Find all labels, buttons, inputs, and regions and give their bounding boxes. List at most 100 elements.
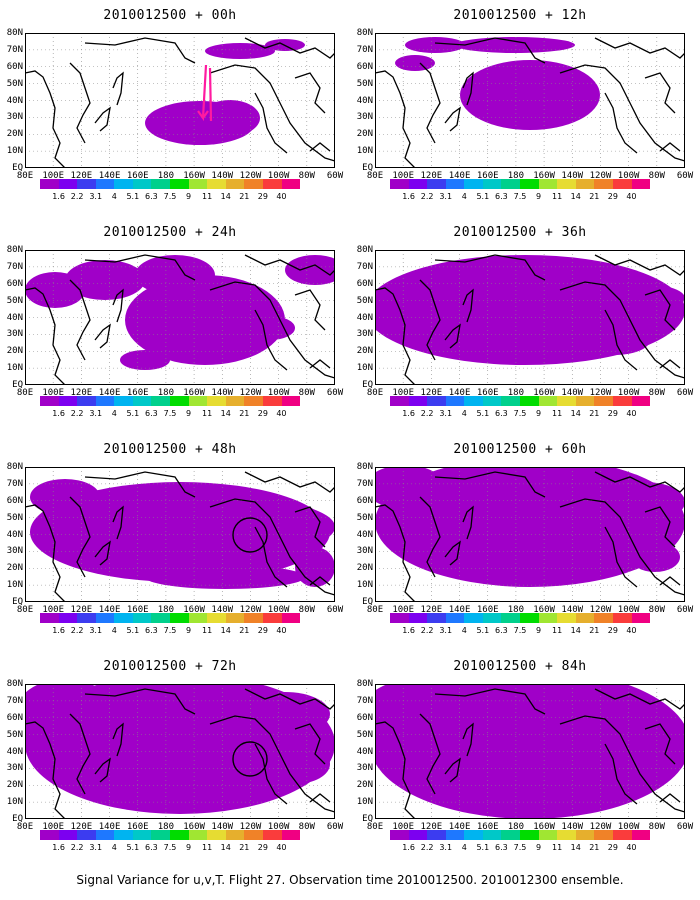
lon-label: 140W	[211, 822, 234, 832]
lat-label: 70N	[6, 44, 23, 55]
lon-label: 140E	[98, 605, 121, 615]
colorbar-swatch	[95, 613, 115, 623]
lon-label: 80E	[16, 388, 34, 398]
colorbar-swatch	[557, 179, 576, 189]
lon-label: 80W	[648, 822, 665, 832]
lon-label: 100W	[267, 388, 290, 398]
coastline	[444, 323, 461, 349]
colorbar-tick-label: 3.1	[89, 626, 103, 635]
colorbar-swatch	[612, 396, 632, 406]
colorbar-swatch	[188, 613, 208, 623]
flight-track	[197, 64, 213, 122]
colorbar	[40, 613, 301, 623]
lon-label: 140W	[211, 605, 234, 615]
lon-label: 80E	[366, 388, 384, 398]
coastline	[25, 504, 66, 602]
colorbar-swatch	[612, 179, 632, 189]
colorbar-tick-label: 6.3	[495, 626, 508, 635]
colorbar-swatch	[390, 179, 409, 189]
lon-label: 120W	[589, 171, 612, 181]
coastline	[244, 688, 335, 710]
lat-label: 60N	[356, 495, 373, 506]
lat-label: 70N	[356, 478, 373, 489]
colorbar-tick-label: 29	[607, 626, 618, 635]
variance-contour	[135, 255, 215, 295]
lon-label: 160W	[533, 388, 555, 398]
colorbar-tick-label: 11	[552, 409, 563, 418]
lon-label: 80E	[366, 605, 384, 615]
colorbar-swatch	[538, 179, 558, 189]
lon-label: 180	[507, 388, 525, 398]
lat-label: EQ	[362, 163, 373, 173]
lon-label: 180	[157, 388, 175, 398]
colorbar-swatch	[408, 830, 428, 840]
lon-label: 120E	[70, 388, 93, 398]
variance-contour	[65, 260, 145, 300]
colorbar-tick-label: 3.1	[439, 192, 453, 201]
lat-label: 10N	[6, 580, 23, 591]
colorbar-swatch	[594, 613, 613, 623]
colorbar-swatch	[445, 179, 465, 189]
lat-label: 40N	[356, 746, 373, 757]
colorbar-tick-label: 40	[276, 626, 287, 635]
map-frame: 80N 70N 60N 50N 40N 30N 20N 10N EQ	[357, 680, 685, 824]
colorbar-swatch	[612, 613, 632, 623]
map-panel: 2010012500 + 72h 80N 70N 60N 50N 40N 30N 20N 10N…	[5, 659, 343, 874]
coastline	[94, 106, 111, 132]
coastline	[594, 254, 685, 276]
colorbar-swatch	[538, 613, 558, 623]
coastline	[434, 37, 546, 64]
lat-label: EQ	[12, 163, 23, 173]
colorbar-tick-label: 7.5	[163, 409, 177, 418]
colorbar-swatch	[631, 830, 651, 840]
colorbar-tick-label: 11	[202, 192, 213, 201]
colorbar-tick-label: 3.1	[89, 192, 103, 201]
colorbar-tick-label: 14	[220, 192, 231, 201]
colorbar-swatch	[40, 179, 59, 189]
lon-label: 160W	[183, 605, 205, 615]
colorbar-swatch	[40, 396, 59, 406]
colorbar-tick-label: 3.1	[439, 409, 453, 418]
colorbar-swatch	[114, 179, 133, 189]
colorbar-tick-label: 3.1	[439, 626, 453, 635]
colorbar-tick-label: 1.6	[52, 409, 65, 418]
coastline	[294, 72, 326, 114]
lat-label: 10N	[6, 797, 23, 808]
colorbar-swatch	[427, 613, 446, 623]
lon-label: 120W	[589, 388, 612, 398]
colorbar-tick-label: 9	[536, 626, 542, 635]
coastline	[84, 254, 196, 281]
colorbar-tick-label: 6.3	[145, 409, 158, 418]
variance-contour	[395, 305, 475, 335]
colorbar-tick-label: 6.3	[495, 843, 508, 852]
colorbar-swatch	[262, 830, 282, 840]
map-frame: 80N 70N 60N 50N 40N 30N 20N 10N EQ	[7, 246, 335, 390]
variance-contour	[105, 764, 165, 794]
lon-label: 120E	[420, 388, 443, 398]
colorbar-tick-label: 3.1	[439, 843, 453, 852]
lat-label: 50N	[6, 512, 23, 523]
colorbar-tick-label: 29	[257, 192, 268, 201]
coastline	[309, 359, 331, 369]
lon-label: 120W	[589, 822, 612, 832]
contour-map	[375, 250, 685, 385]
colorbar-tick-label: 1.6	[402, 843, 415, 852]
colorbar-tick-label: 14	[220, 843, 231, 852]
contour-map	[25, 33, 335, 168]
lon-label: 140E	[98, 388, 121, 398]
colorbar-tick-label: 29	[257, 843, 268, 852]
colorbar-tick-label: 3.1	[89, 409, 103, 418]
variance-contour	[285, 255, 335, 285]
colorbar-swatch	[538, 396, 558, 406]
lon-label: 160E	[126, 171, 149, 181]
coastline	[294, 506, 326, 548]
lon-label: 60W	[326, 605, 344, 615]
coastline	[604, 743, 638, 805]
colorbar-swatch	[575, 396, 595, 406]
lat-label: 40N	[356, 95, 373, 106]
lat-label: 30N	[356, 546, 373, 557]
colorbar-tick-label: 9	[186, 192, 192, 201]
lat-label: 30N	[6, 112, 23, 123]
colorbar-swatch	[501, 613, 521, 623]
colorbar-swatch	[281, 613, 301, 623]
